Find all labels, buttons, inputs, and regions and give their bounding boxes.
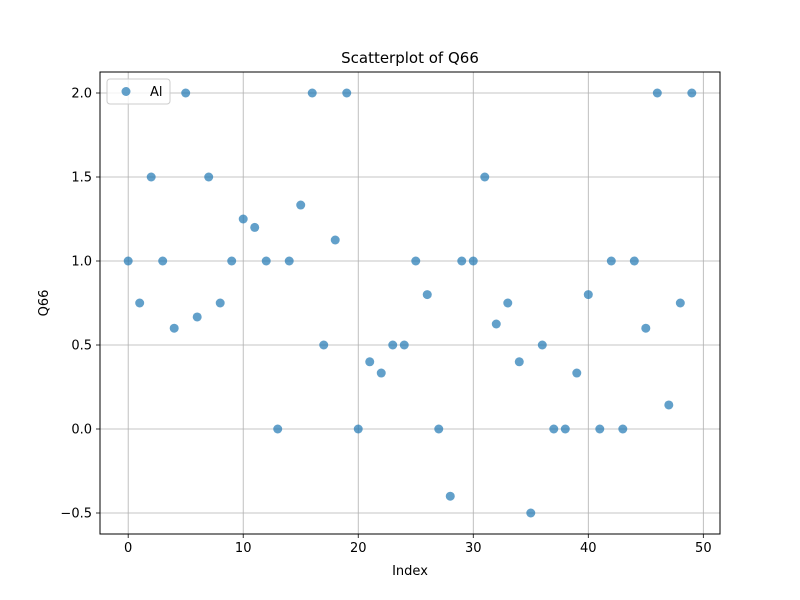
scatter-point xyxy=(526,508,536,518)
scatter-point xyxy=(342,88,352,98)
grid-lines xyxy=(100,72,720,534)
scatter-point xyxy=(652,88,662,98)
scatter-point xyxy=(503,298,513,308)
scatter-point xyxy=(388,340,398,350)
plot-area-frame xyxy=(99,71,721,535)
x-tick-label: 20 xyxy=(350,541,367,556)
scatter-point xyxy=(572,368,582,378)
scatter-point xyxy=(422,290,432,300)
scatter-point xyxy=(123,256,133,266)
y-tick-label: 0.5 xyxy=(71,339,92,354)
y-axis-ticks: −0.5 0.0 0.5 1.0 1.5 2.0 xyxy=(60,87,100,522)
scatter-point xyxy=(353,424,363,434)
scatter-point xyxy=(468,256,478,266)
scatter-point xyxy=(319,340,329,350)
x-tick-label: 10 xyxy=(235,541,252,556)
scatter-point xyxy=(434,424,444,434)
legend-label: Al xyxy=(150,85,163,100)
scatter-point xyxy=(537,340,547,350)
scatter-point xyxy=(549,424,559,434)
scatter-point xyxy=(330,235,340,245)
scatter-point xyxy=(296,200,306,210)
scatter-point xyxy=(261,256,271,266)
scatter-point xyxy=(445,491,455,501)
scatter-point xyxy=(376,368,386,378)
y-tick-label: −0.5 xyxy=(60,507,92,522)
data-points xyxy=(123,88,697,518)
x-tick-label: 0 xyxy=(124,541,132,556)
x-tick-label: 40 xyxy=(580,541,597,556)
scatter-point xyxy=(204,172,214,182)
scatter-point xyxy=(629,256,639,266)
scatter-point xyxy=(514,357,524,367)
scatter-point xyxy=(583,290,593,300)
scatter-point xyxy=(560,424,570,434)
scatter-point xyxy=(457,256,467,266)
y-tick-label: 0.0 xyxy=(71,423,92,438)
legend-box xyxy=(106,78,171,105)
scatter-point xyxy=(169,323,179,333)
x-axis-label: Index xyxy=(392,564,428,579)
scatter-point xyxy=(135,298,145,308)
scatter-point xyxy=(215,298,225,308)
scatter-point xyxy=(307,88,317,98)
scatter-point xyxy=(365,357,375,367)
y-axis-label: Q66 xyxy=(37,290,52,317)
x-tick-label: 50 xyxy=(695,541,712,556)
scatter-point xyxy=(181,88,191,98)
x-tick-label: 30 xyxy=(465,541,482,556)
legend: Al xyxy=(106,78,171,105)
chart-title: Scatterplot of Q66 xyxy=(341,49,479,67)
scatter-point xyxy=(641,323,651,333)
scatter-point xyxy=(664,400,674,410)
scatter-point xyxy=(238,214,248,224)
scatter-point xyxy=(227,256,237,266)
scatter-point xyxy=(284,256,294,266)
scatter-point xyxy=(146,172,156,182)
scatter-point xyxy=(480,172,490,182)
y-tick-label: 1.0 xyxy=(71,255,92,270)
scatter-point xyxy=(411,256,421,266)
y-tick-label: 1.5 xyxy=(71,171,92,186)
scatter-point xyxy=(158,256,168,266)
scatter-point xyxy=(273,424,283,434)
scatter-point xyxy=(675,298,685,308)
scatter-point xyxy=(687,88,697,98)
scatter-point xyxy=(618,424,628,434)
scatter-point xyxy=(491,319,501,329)
scatter-point xyxy=(595,424,605,434)
scatter-point xyxy=(192,312,202,322)
scatter-point xyxy=(250,222,260,232)
y-tick-label: 2.0 xyxy=(71,87,92,102)
legend-marker xyxy=(121,87,131,96)
x-axis-ticks: 0 10 20 30 40 50 xyxy=(124,534,712,556)
scatter-point xyxy=(399,340,409,350)
scatter-point xyxy=(606,256,616,266)
